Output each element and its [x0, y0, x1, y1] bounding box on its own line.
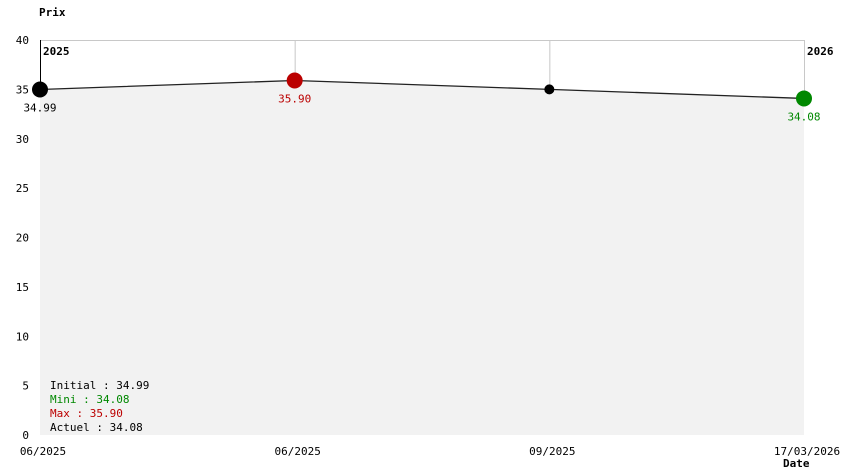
data-label: 35.90 [278, 92, 311, 105]
x-tick-label: 09/2025 [529, 445, 575, 458]
year-label-start: 2025 [43, 45, 70, 58]
data-point [544, 84, 555, 95]
y-axis-title: Prix [39, 6, 66, 19]
area-fill [40, 80, 804, 436]
data-point [32, 81, 48, 98]
summary-line: Actuel : 34.08 [50, 421, 143, 434]
y-tick-label: 10 [16, 330, 29, 343]
y-tick-label: 25 [16, 182, 29, 195]
x-tick-label: 06/2025 [20, 445, 66, 458]
y-tick-label: 0 [22, 429, 29, 442]
data-label: 34.99 [23, 101, 56, 114]
x-axis-title: Date [783, 457, 810, 470]
data-point [796, 90, 812, 107]
y-tick-label: 20 [16, 232, 29, 245]
x-tick-label: 17/03/2026 [774, 445, 840, 458]
y-tick-label: 30 [16, 133, 29, 146]
x-tick-label: 06/2025 [274, 445, 320, 458]
summary-line: Initial : 34.99 [50, 379, 149, 392]
y-tick-label: 15 [16, 281, 29, 294]
year-label-end: 2026 [807, 45, 834, 58]
y-tick-label: 35 [16, 83, 29, 96]
data-point [286, 72, 303, 89]
y-tick-label: 5 [22, 380, 29, 393]
series-line [39, 79, 805, 100]
data-label: 34.08 [787, 110, 820, 123]
summary-line: Mini : 34.08 [50, 393, 129, 406]
summary-line: Max : 35.90 [50, 407, 123, 420]
y-tick-label: 40 [16, 34, 29, 47]
